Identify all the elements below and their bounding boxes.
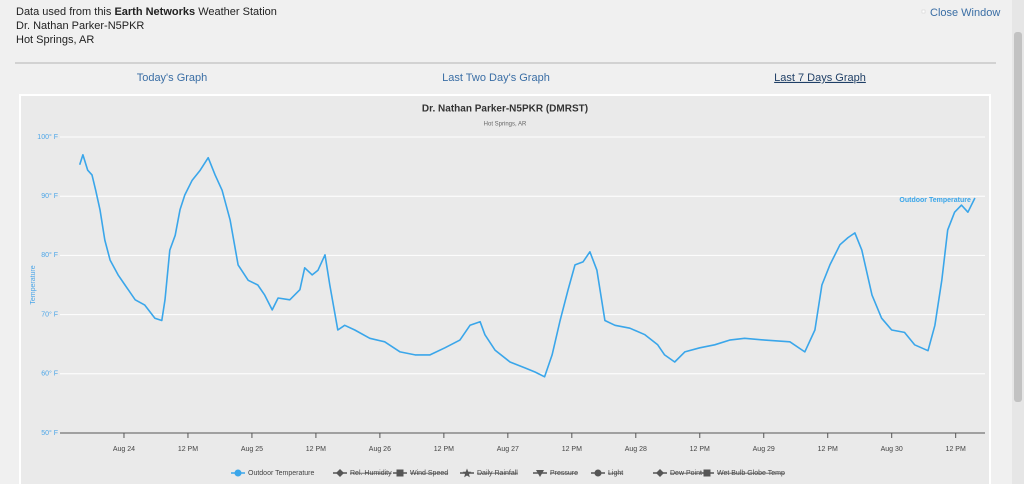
x-tick-label: Aug 24 — [113, 446, 135, 453]
tab[interactable]: Last Two Day's Graph — [442, 72, 550, 84]
legend-label-hidden[interactable]: Rel. Humidity — [350, 470, 392, 477]
legend-label[interactable]: Outdoor Temperature — [248, 470, 315, 477]
tab[interactable]: Today's Graph — [137, 72, 208, 84]
legend-marker — [462, 468, 472, 478]
x-tick-label: 12 PM — [946, 446, 966, 453]
y-tick-label: 100° F — [37, 133, 58, 141]
y-tick-label: 70° F — [41, 310, 58, 318]
legend-label-hidden[interactable]: Wind Speed — [410, 470, 448, 477]
source-network: Earth Networks — [114, 6, 195, 18]
y-tick-label: 60° F — [41, 370, 58, 378]
source-line: Data used from this Earth Networks Weath… — [16, 6, 277, 18]
x-tick-label: Aug 25 — [241, 446, 263, 453]
close-icon — [921, 9, 926, 14]
x-tick-label: 12 PM — [818, 446, 838, 453]
x-tick-label: 12 PM — [178, 446, 198, 453]
legend-label-hidden[interactable]: Pressure — [550, 470, 578, 477]
station-name: Dr. Nathan Parker-N5PKR — [16, 20, 144, 32]
legend-marker — [594, 469, 602, 477]
x-tick-label: Aug 26 — [369, 446, 391, 453]
temperature-line — [78, 154, 976, 378]
series-end-label: Outdoor Temperature — [899, 197, 971, 204]
x-tick-label: Aug 27 — [497, 446, 519, 453]
x-tick-label: 12 PM — [562, 446, 582, 453]
legend-marker — [536, 470, 544, 477]
legend-marker — [396, 469, 404, 477]
chart-title: Dr. Nathan Parker-N5PKR (DMRST) — [422, 104, 588, 115]
legend-marker — [234, 469, 242, 477]
chart-subtitle: Hot Springs, AR — [484, 122, 527, 128]
x-tick-label: Aug 30 — [881, 446, 903, 453]
legend-label-hidden[interactable]: Daily Rainfall — [477, 470, 518, 477]
source-prefix: Data used from this — [16, 6, 112, 18]
close-window[interactable]: Close Window — [930, 7, 1000, 19]
legend-label-hidden[interactable]: Wet Bulb Globe Temp — [717, 470, 785, 477]
y-tick-label: 80° F — [41, 251, 58, 259]
x-tick-label: 12 PM — [434, 446, 454, 453]
station-location: Hot Springs, AR — [16, 34, 94, 46]
x-tick-label: 12 PM — [690, 446, 710, 453]
y-axis-label: Temperature — [30, 265, 37, 304]
x-tick-label: Aug 28 — [625, 446, 647, 453]
source-suffix: Weather Station — [198, 6, 277, 18]
legend-marker — [703, 469, 711, 477]
legend-label-hidden[interactable]: Dew Point — [670, 470, 702, 477]
legend-label-hidden[interactable]: Light — [608, 470, 623, 477]
x-tick-label: 12 PM — [306, 446, 326, 453]
scrollbar-thumb — [1014, 32, 1022, 402]
y-tick-label: 90° F — [41, 192, 58, 200]
legend-marker — [656, 469, 664, 477]
legend-marker — [336, 469, 344, 477]
chart-panel — [19, 94, 991, 484]
y-tick-label: 50° F — [41, 429, 58, 437]
x-tick-label: Aug 29 — [753, 446, 775, 453]
tab-active[interactable]: Last 7 Days Graph — [774, 72, 866, 84]
